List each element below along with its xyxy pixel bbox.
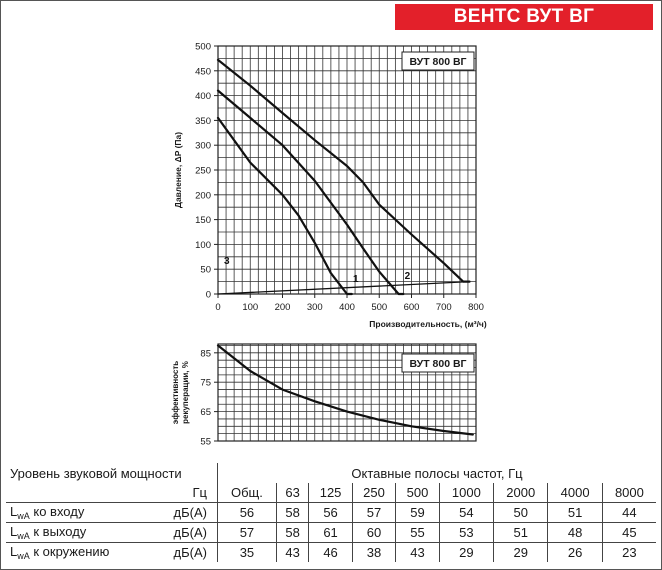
x-tick-label: 400 bbox=[339, 302, 355, 313]
fan-curve-3 bbox=[216, 58, 471, 283]
y-axis-label-line1: эффективность bbox=[171, 361, 180, 425]
y-tick-label: 50 bbox=[200, 265, 211, 276]
table-frequency-row: Гц Общ. 63 125 250 500 1000 2000 4000 80… bbox=[6, 483, 656, 503]
y-tick-label: 65 bbox=[200, 407, 211, 418]
col-header: 8000 bbox=[601, 483, 656, 503]
y-tick-label: 100 bbox=[195, 240, 211, 251]
x-tick-label: 300 bbox=[307, 302, 323, 313]
unit-header: Гц bbox=[192, 485, 208, 500]
col-header: Общ. bbox=[217, 483, 277, 503]
row-label: LwA ко входу bbox=[6, 502, 152, 523]
bands-title: Октавные полосы частот, Гц bbox=[217, 463, 656, 483]
table-cell: 60 bbox=[351, 522, 396, 543]
table-cell: 55 bbox=[395, 522, 440, 543]
table-cell: 46 bbox=[308, 542, 353, 562]
system-curve bbox=[217, 280, 471, 295]
table-cell: 61 bbox=[308, 522, 353, 543]
y-tick-label: 0 bbox=[206, 290, 211, 301]
y-tick-label: 75 bbox=[200, 378, 211, 389]
y-tick-label: 400 bbox=[195, 91, 211, 102]
sound-power-table: Уровень звуковой мощности Октавные полос… bbox=[6, 463, 656, 562]
col-header: 4000 bbox=[547, 483, 603, 503]
table-cell: 45 bbox=[601, 522, 656, 543]
y-tick-label: 85 bbox=[200, 348, 211, 359]
table-cell: 56 bbox=[217, 502, 277, 523]
table-cell: 48 bbox=[547, 522, 603, 543]
table-cell: 51 bbox=[547, 502, 603, 523]
y-tick-label: 200 bbox=[195, 190, 211, 201]
x-axis-label: Производительность, (м³/ч) bbox=[369, 319, 487, 329]
row-label: LwA к окружению bbox=[6, 542, 152, 562]
row-label: LwA к выходу bbox=[6, 522, 152, 543]
curve-label-1: 1 bbox=[353, 274, 359, 285]
x-tick-label: 700 bbox=[436, 302, 452, 313]
fan-curve-1 bbox=[216, 116, 353, 296]
table-cell: 53 bbox=[438, 522, 494, 543]
row-unit: дБ(А) bbox=[152, 522, 218, 543]
x-tick-label: 100 bbox=[242, 302, 258, 313]
table-cell: 43 bbox=[395, 542, 440, 562]
col-header: 500 bbox=[395, 483, 440, 503]
label-box-text: ВУТ 800 ВГ bbox=[409, 56, 466, 68]
table-row: LwA к выходу дБ(А) 57 58 61 60 55 53 51 … bbox=[6, 522, 656, 543]
table-cell: 43 bbox=[275, 542, 309, 562]
label-box bbox=[401, 51, 475, 71]
table-cell: 59 bbox=[395, 502, 440, 523]
table-cell: 35 bbox=[217, 542, 277, 562]
y-tick-label: 55 bbox=[200, 437, 211, 448]
table-cell: 38 bbox=[351, 542, 396, 562]
x-tick-label: 0 bbox=[215, 302, 220, 313]
y-tick-label: 450 bbox=[195, 66, 211, 77]
table-cell: 57 bbox=[217, 522, 277, 543]
table-row: LwA ко входу дБ(А) 56 58 56 57 59 54 50 … bbox=[6, 502, 656, 523]
col-header: 1000 bbox=[438, 483, 494, 503]
y-tick-label: 500 bbox=[195, 42, 211, 53]
table-cell: 58 bbox=[275, 522, 309, 543]
table-cell: 56 bbox=[308, 502, 353, 523]
table-cell: 44 bbox=[601, 502, 656, 523]
y-axis-label-line2: рекуперации, % bbox=[181, 361, 190, 424]
table-row: LwA к окружению дБ(А) 35 43 46 38 43 29 … bbox=[6, 542, 656, 562]
table-cell: 54 bbox=[438, 502, 494, 523]
col-header: 125 bbox=[308, 483, 353, 503]
table-cell: 50 bbox=[493, 502, 548, 523]
table-header-row: Уровень звуковой мощности Октавные полос… bbox=[6, 463, 656, 483]
table-cell: 58 bbox=[275, 502, 309, 523]
y-tick-label: 250 bbox=[195, 166, 211, 177]
table-cell: 29 bbox=[493, 542, 548, 562]
x-tick-label: 800 bbox=[468, 302, 484, 313]
brand-banner: ВЕНТС ВУТ ВГ bbox=[395, 4, 653, 30]
fan-curve-2 bbox=[216, 89, 405, 296]
efficiency-curve bbox=[216, 344, 474, 436]
table-cell: 57 bbox=[351, 502, 396, 523]
curve-label-3: 3 bbox=[224, 256, 230, 267]
x-tick-label: 600 bbox=[404, 302, 420, 313]
label-box-text: ВУТ 800 ВГ bbox=[409, 358, 466, 370]
x-tick-label: 500 bbox=[371, 302, 387, 313]
y-tick-label: 150 bbox=[195, 215, 211, 226]
plot-frame bbox=[217, 343, 477, 442]
table-cell: 23 bbox=[601, 542, 656, 562]
charts-area: 0 50 100 150 200 250 300 350 400 450 500 0 100 200 300… bbox=[171, 42, 487, 448]
x-tick-label: 200 bbox=[275, 302, 291, 313]
row-unit: дБ(А) bbox=[152, 542, 218, 562]
label-box bbox=[401, 353, 475, 373]
y-axis-label: Давление, ΔP (Па) bbox=[173, 132, 183, 208]
y-tick-label: 300 bbox=[195, 141, 211, 152]
col-header: 2000 bbox=[493, 483, 548, 503]
table-cell: 51 bbox=[493, 522, 548, 543]
col-header: 63 bbox=[275, 483, 309, 503]
table-cell: 26 bbox=[547, 542, 603, 562]
y-tick-label: 350 bbox=[195, 116, 211, 127]
curve-label-2: 2 bbox=[405, 271, 411, 282]
table-title: Уровень звуковой мощности bbox=[10, 465, 182, 481]
row-unit: дБ(А) bbox=[152, 502, 218, 523]
table-cell: 29 bbox=[438, 542, 494, 562]
col-header: 250 bbox=[351, 483, 396, 503]
